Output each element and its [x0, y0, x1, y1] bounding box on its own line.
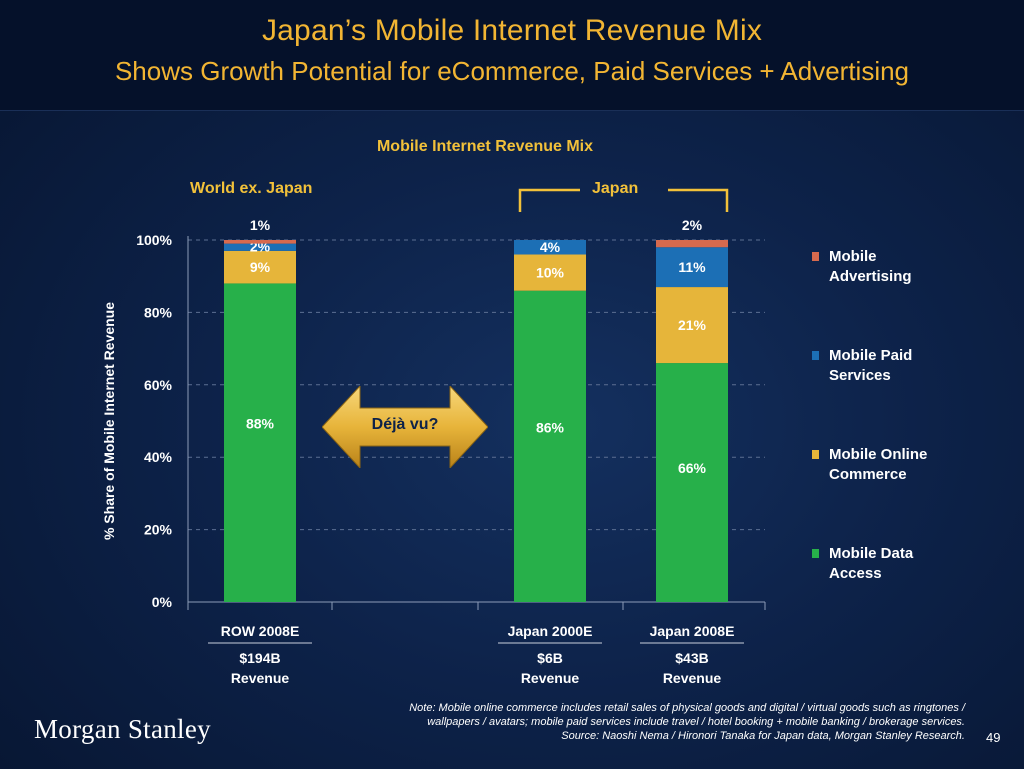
y-tick-label: 60%: [144, 377, 173, 393]
legend-swatch-paid-services: [812, 351, 819, 360]
bar-segment-paid-services: [224, 243, 296, 251]
bar-segment-paid-services: [656, 247, 728, 288]
legend-label: Mobile Data: [829, 545, 914, 562]
data-label-paid-services: 4%: [540, 239, 561, 255]
revenue-label: Revenue: [521, 670, 580, 686]
y-tick-label: 20%: [144, 522, 173, 538]
legend-item-online-commerce: Mobile Online Commerce: [812, 445, 969, 485]
legend-label: Advertising: [829, 268, 912, 285]
legend-label: Mobile Paid: [829, 347, 913, 364]
revenue-amount: $6B: [537, 650, 563, 666]
group-label-world: World ex. Japan: [190, 180, 313, 197]
revenue-amount: $43B: [675, 650, 708, 666]
y-tick-label: 40%: [144, 449, 173, 465]
note-line: Source: Naoshi Nema / Hironori Tanaka fo…: [561, 730, 965, 742]
data-label-advertising: 1%: [250, 217, 271, 233]
bar-segment-advertising: [224, 240, 296, 244]
y-tick-label: 100%: [136, 232, 172, 248]
legend-swatch-advertising: [812, 252, 819, 261]
data-label-advertising: 2%: [682, 217, 703, 233]
data-label-online-commerce: 10%: [536, 265, 565, 281]
legend-label: Access: [829, 565, 882, 582]
bar-segment-online-commerce: [656, 287, 728, 364]
data-label-data-access: 88%: [246, 416, 275, 432]
data-label-online-commerce: 21%: [678, 317, 707, 333]
legend-item-advertising: Mobile Advertising: [812, 247, 969, 287]
legend-swatch-online-commerce: [812, 450, 819, 459]
chart-title: Mobile Internet Revenue Mix: [376, 138, 594, 155]
bar-segment-online-commerce: [514, 254, 586, 291]
legend-swatch-data-access: [812, 549, 819, 558]
data-label-online-commerce: 9%: [250, 259, 271, 275]
x-category-label: Japan 2008E: [650, 623, 735, 639]
legend-label: Commerce: [829, 466, 907, 483]
y-axis-label: % Share of Mobile Internet Revenue: [101, 302, 117, 540]
y-tick-label: 80%: [144, 304, 173, 320]
page-number: 49: [986, 730, 1001, 745]
slide-subtitle: Shows Growth Potential for eCommerce, Pa…: [114, 56, 910, 86]
note-line: Note: Mobile online commerce includes re…: [409, 702, 965, 714]
x-category-label: Japan 2000E: [508, 623, 593, 639]
revenue-label: Revenue: [231, 670, 290, 686]
slide-title: Japan’s Mobile Internet Revenue Mix: [261, 14, 763, 47]
deja-vu-callout: Déjà vu?: [321, 384, 489, 470]
source-note: Note: Mobile online commerce includes re…: [200, 701, 965, 743]
japan-bracket-left: [518, 188, 580, 212]
y-tick-label: 0%: [152, 594, 173, 610]
revenue-amount: $194B: [239, 650, 280, 666]
legend-label: Mobile Online: [829, 446, 928, 463]
bar-segment-online-commerce: [224, 250, 296, 284]
note-line: wallpapers / avatars; mobile paid servic…: [427, 716, 965, 728]
bar-segment-paid-services: [514, 240, 586, 255]
data-label-data-access: 66%: [678, 460, 707, 476]
bar-segment-data-access: [656, 363, 728, 602]
x-category-label: ROW 2008E: [221, 623, 300, 639]
legend-label: Mobile: [829, 248, 877, 265]
bar-segment-data-access: [224, 283, 296, 602]
bar-segment-data-access: [514, 290, 586, 602]
slide-header: Japan’s Mobile Internet Revenue Mix Show…: [0, 0, 1024, 111]
data-label-paid-services: 11%: [678, 259, 706, 275]
callout-text: Déjà vu?: [371, 416, 439, 433]
legend-item-paid-services: Mobile Paid Services: [812, 346, 969, 386]
bar-segment-advertising: [656, 240, 728, 248]
morgan-stanley-logo: Morgan Stanley: [34, 714, 211, 744]
revenue-label: Revenue: [663, 670, 722, 686]
legend-item-data-access: Mobile Data Access: [812, 544, 969, 584]
group-label-japan: Japan: [592, 180, 639, 197]
legend-label: Services: [829, 367, 891, 384]
japan-bracket-right: [668, 188, 729, 212]
data-label-data-access: 86%: [536, 420, 565, 436]
